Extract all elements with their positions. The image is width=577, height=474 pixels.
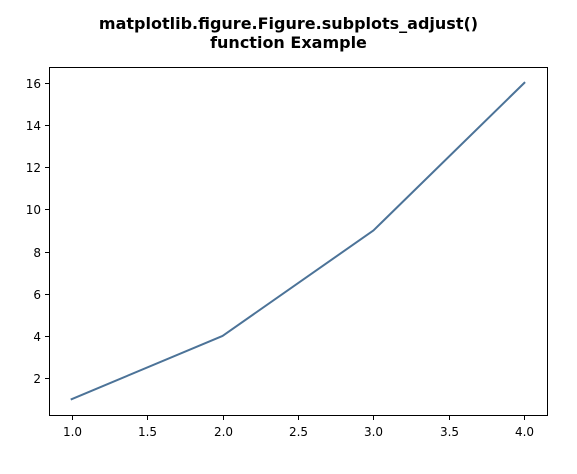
y-tick-label: 10 <box>26 203 41 217</box>
x-tick-label: 2.5 <box>289 425 308 439</box>
chart-title: matplotlib.figure.Figure.subplots_adjust… <box>0 14 577 52</box>
y-axis: 2 4 6 8 10 12 14 16 <box>26 77 50 386</box>
x-tick-label: 1.5 <box>138 425 157 439</box>
x-axis: 1.0 1.5 2.0 2.5 3.0 3.5 4.0 <box>63 415 534 439</box>
y-tick-label: 2 <box>33 372 41 386</box>
x-tick-label: 1.0 <box>63 425 82 439</box>
x-tick-label: 4.0 <box>515 425 534 439</box>
y-tick-label: 12 <box>26 161 41 175</box>
series-line <box>70 81 526 401</box>
series-layer <box>70 81 526 401</box>
x-tick-label: 3.0 <box>364 425 383 439</box>
axes-frame <box>49 67 548 416</box>
y-tick-label: 4 <box>33 330 41 344</box>
chart-title-line-2: function Example <box>210 33 367 52</box>
chart-title-line-1: matplotlib.figure.Figure.subplots_adjust… <box>98 14 479 33</box>
y-tick-label: 8 <box>33 246 41 260</box>
x-tick-label: 2.0 <box>214 425 233 439</box>
y-tick-label: 16 <box>26 77 41 91</box>
y-tick-label: 6 <box>33 288 41 302</box>
y-tick-label: 14 <box>26 119 41 133</box>
x-tick-label: 3.5 <box>440 425 459 439</box>
